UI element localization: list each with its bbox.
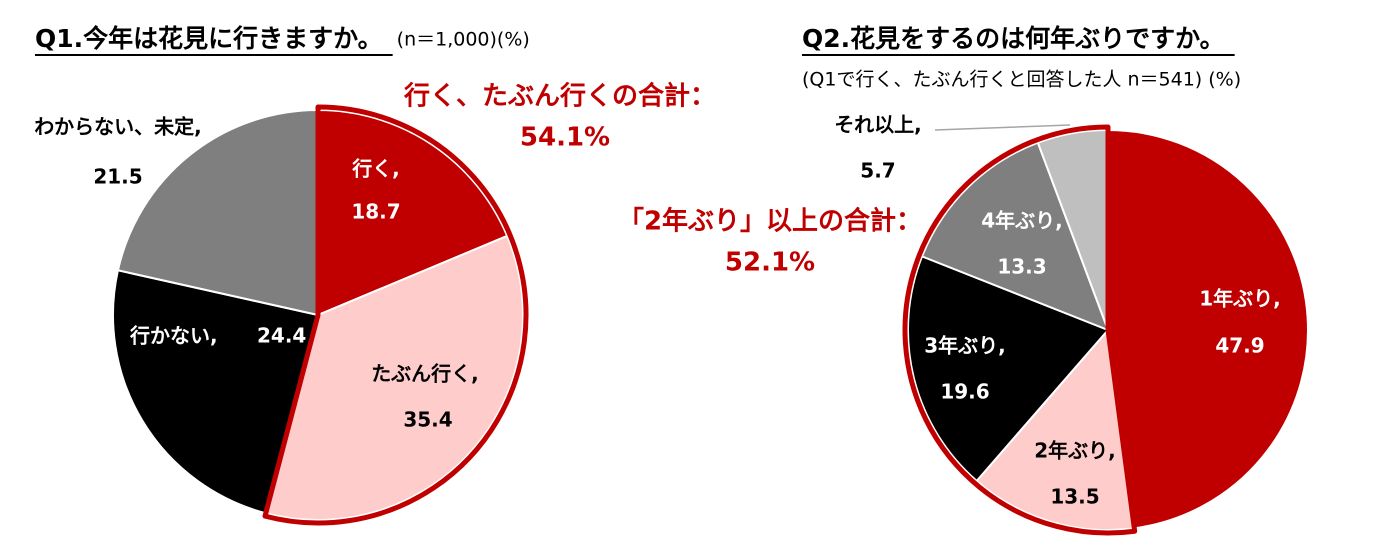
slice-value: 13.5 (1050, 485, 1099, 509)
slice-label: それ以上, (834, 113, 922, 137)
chart-title: Q1.今年は花見に行きますか。 (35, 24, 383, 53)
slice-label: 1年ぶり, (1199, 287, 1281, 311)
slice-label: 2年ぶり, (1034, 439, 1116, 463)
slice-label: 行かない, (129, 324, 218, 348)
highlight-outline (902, 124, 1138, 536)
chart-title: Q2.花見をするのは何年ぶりですか。 (802, 24, 1225, 53)
slice-value: 5.7 (860, 159, 895, 183)
highlight-value: 52.1% (725, 248, 815, 278)
highlight-label: 行く、たぶん行くの合計： (403, 81, 716, 112)
highlight-label: 「2年ぶり」以上の合計： (618, 206, 922, 237)
slice-label: 行く, (351, 157, 400, 181)
chart-subtitle: (Q1で行く、たぶん行くと回答した人 n＝541) (%) (802, 69, 1241, 91)
pie-slice (317, 108, 509, 317)
pie-slice (116, 108, 319, 317)
slice-value: 35.4 (403, 408, 452, 432)
slice-value: 24.4 (257, 324, 306, 348)
pie-slice (920, 141, 1110, 332)
pie-slice (112, 269, 320, 515)
slice-label: 3年ぶり, (924, 334, 1006, 358)
slice-value: 19.6 (940, 380, 989, 404)
pie-slice (264, 234, 524, 521)
slice-label: 4年ぶり, (981, 209, 1063, 233)
highlight-outline (262, 104, 529, 526)
pie-slice (907, 255, 1110, 483)
slice-value: 21.5 (93, 165, 142, 189)
pie-slice (1107, 128, 1309, 530)
leader-line (934, 124, 1071, 131)
pie-slice (975, 327, 1136, 531)
slice-value: 18.7 (351, 200, 400, 224)
chart-subtitle: (n＝1,000)(%) (397, 29, 530, 51)
slice-value: 13.3 (997, 255, 1046, 279)
slice-label: たぶん行く, (371, 362, 479, 386)
slice-label: わからない、未定, (34, 115, 202, 139)
highlight-value: 54.1% (520, 123, 610, 153)
slice-value: 47.9 (1215, 334, 1264, 358)
